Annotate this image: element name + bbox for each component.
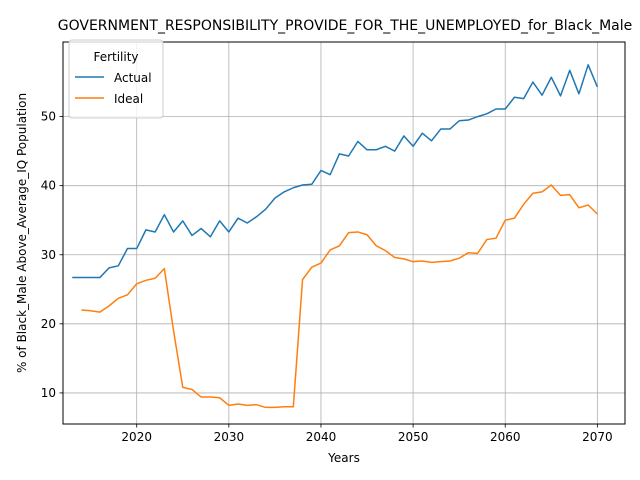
grid-lines xyxy=(63,42,625,424)
y-axis-label: % of Black_Male Above_Average_IQ Populat… xyxy=(15,93,29,373)
series-lines xyxy=(72,64,599,409)
y-tick-label: 20 xyxy=(41,317,56,331)
series-line-actual xyxy=(72,64,599,279)
y-tick-label: 50 xyxy=(41,110,56,124)
plot-frame xyxy=(62,41,626,425)
legend-label-ideal: Ideal xyxy=(114,92,143,106)
x-tick-label: 2040 xyxy=(306,430,337,444)
legend: Fertility Actual Ideal xyxy=(68,39,164,119)
y-tick-label: 30 xyxy=(41,248,56,262)
legend-label-actual: Actual xyxy=(114,71,152,85)
y-tick-label: 40 xyxy=(41,179,56,193)
x-tick-label: 2070 xyxy=(582,430,613,444)
x-tick-label: 2060 xyxy=(490,430,521,444)
chart-title: GOVERNMENT_RESPONSIBILITY_PROVIDE_FOR_TH… xyxy=(58,18,632,34)
series-line-ideal xyxy=(81,184,598,409)
x-tick-label: 2030 xyxy=(214,430,245,444)
x-tick-label: 2050 xyxy=(398,430,429,444)
x-axis-label: Years xyxy=(327,451,360,465)
y-tick-label: 10 xyxy=(41,386,56,400)
x-tick-label: 2020 xyxy=(121,430,152,444)
legend-title: Fertility xyxy=(93,50,138,64)
